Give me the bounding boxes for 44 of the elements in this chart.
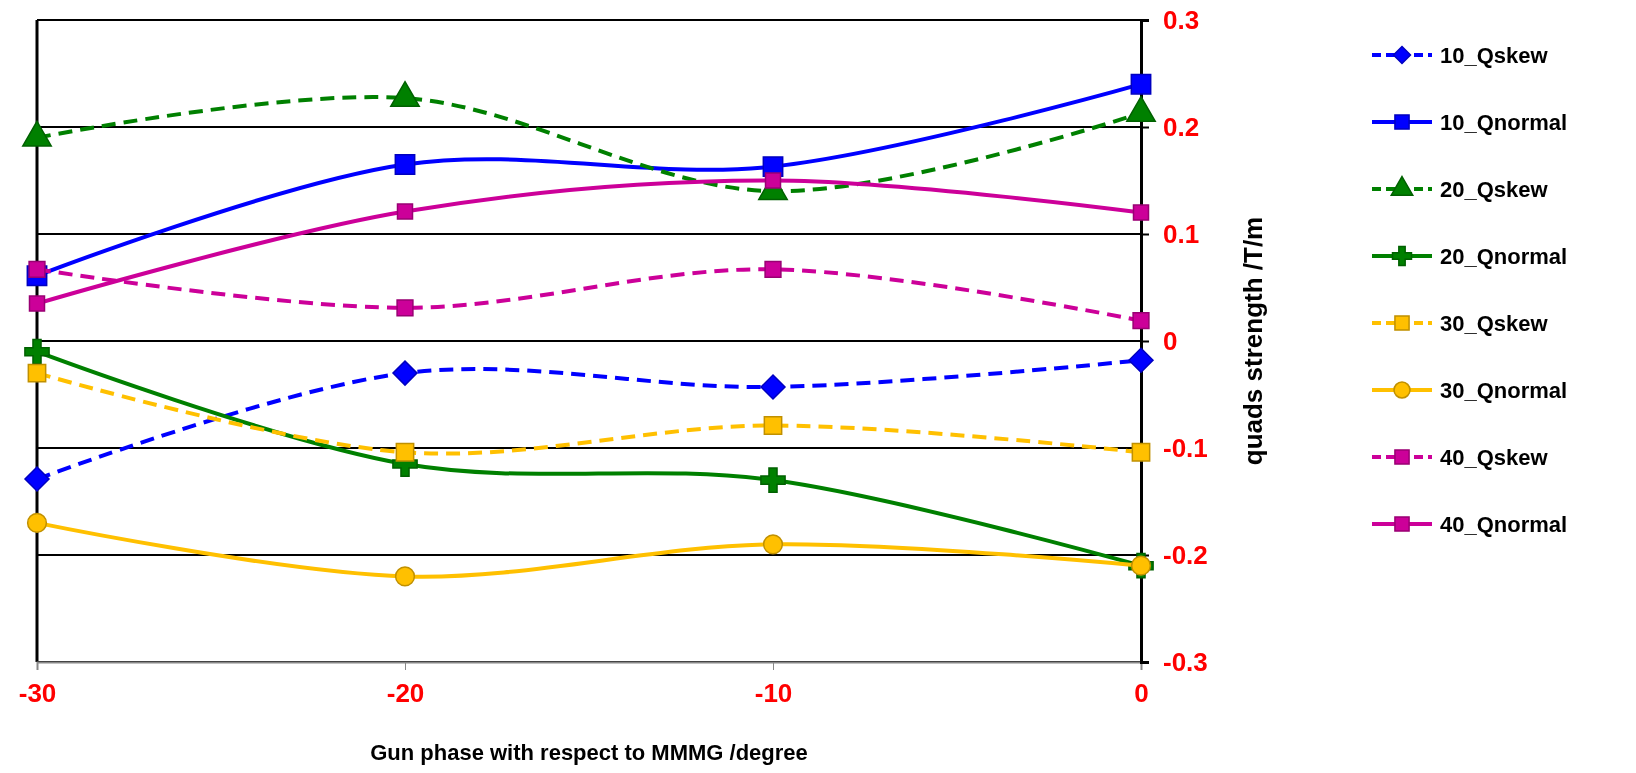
point	[1128, 347, 1154, 374]
point	[1130, 73, 1152, 95]
point	[1132, 204, 1150, 221]
legend-label: 40_Qnormal	[1440, 512, 1568, 537]
point	[27, 363, 47, 383]
point	[760, 374, 786, 400]
legend-label: 30_Qnormal	[1440, 378, 1568, 403]
point	[392, 360, 418, 386]
point	[764, 172, 782, 189]
x-tick-label: -30	[18, 678, 57, 709]
point	[24, 466, 50, 492]
point	[396, 203, 414, 220]
point	[395, 442, 415, 462]
y-tick-label: 0.3	[1163, 4, 1200, 35]
legend-label: 20_Qnormal	[1440, 244, 1568, 269]
point	[1131, 442, 1151, 462]
point	[394, 566, 416, 587]
y-tick-label: -0.3	[1163, 646, 1208, 677]
y-tick-label: -0.1	[1163, 432, 1208, 463]
y-tick-label: 0	[1163, 325, 1178, 356]
y-axis-title: quads strength /T/m	[1238, 216, 1268, 466]
point	[26, 512, 48, 533]
point	[28, 260, 46, 278]
legend-label: 10_Qnormal	[1440, 110, 1568, 135]
point	[1132, 312, 1150, 330]
point	[764, 260, 782, 278]
legend-label: 10_Qskew	[1440, 43, 1549, 68]
point	[760, 467, 786, 493]
point	[28, 295, 46, 312]
legend-label: 40_Qskew	[1440, 445, 1549, 470]
legend-label: 30_Qskew	[1440, 311, 1549, 336]
y-tick-label: -0.2	[1163, 539, 1208, 570]
point	[762, 534, 784, 555]
x-tick-label: -20	[386, 678, 425, 709]
y-tick-label: 0.1	[1163, 218, 1200, 249]
point	[394, 154, 416, 175]
point	[763, 416, 783, 435]
x-axis-title: Gun phase with respect to MMMG /degree	[370, 740, 808, 765]
y-tick-label: 0.2	[1163, 111, 1200, 142]
x-tick-label: 0	[1134, 678, 1149, 709]
legend-label: 20_Qskew	[1440, 177, 1549, 202]
point	[396, 299, 414, 317]
x-tick-label: -10	[754, 678, 793, 709]
point	[24, 338, 50, 365]
